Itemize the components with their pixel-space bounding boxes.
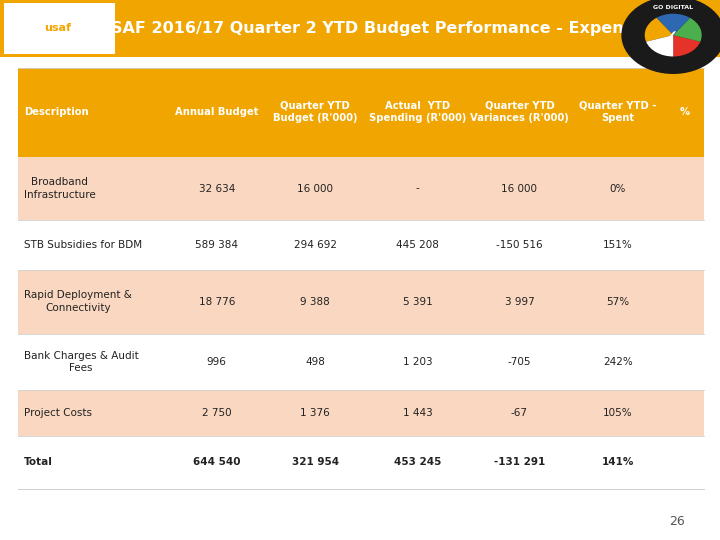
Text: 996: 996 [207, 357, 227, 367]
Wedge shape [657, 14, 690, 35]
Text: 1 443: 1 443 [402, 408, 432, 418]
Bar [0, 0, 720, 57]
Text: -705: -705 [508, 357, 531, 367]
Text: STB Subsidies for BDM: STB Subsidies for BDM [24, 240, 142, 250]
Wedge shape [673, 35, 701, 57]
Bar [18, 390, 704, 436]
Bar [18, 436, 704, 489]
Text: 453 245: 453 245 [394, 457, 441, 467]
Text: %: % [680, 107, 690, 117]
Text: GO DIGITAL: GO DIGITAL [653, 5, 693, 10]
Text: 589 384: 589 384 [195, 240, 238, 250]
Text: Description: Description [24, 107, 89, 117]
Text: 57%: 57% [606, 296, 629, 307]
Text: 16 000: 16 000 [501, 184, 537, 193]
Wedge shape [644, 18, 673, 42]
Text: -131 291: -131 291 [494, 457, 545, 467]
Text: 1 203: 1 203 [402, 357, 432, 367]
Text: USAF 2016/17 Quarter 2 YTD Budget Performance - Expenditure: USAF 2016/17 Quarter 2 YTD Budget Perfor… [99, 21, 679, 36]
Text: Quarter YTD
Budget (R'000): Quarter YTD Budget (R'000) [273, 100, 358, 124]
Bar [18, 157, 704, 220]
Text: 32 634: 32 634 [199, 184, 235, 193]
Text: 0%: 0% [610, 184, 626, 193]
Text: -150 516: -150 516 [496, 240, 543, 250]
Text: 3 997: 3 997 [505, 296, 534, 307]
Text: 26: 26 [669, 515, 685, 528]
Text: Project Costs: Project Costs [24, 408, 91, 418]
Text: -: - [415, 184, 419, 193]
Text: 5 391: 5 391 [402, 296, 432, 307]
Wedge shape [673, 18, 702, 42]
Text: 105%: 105% [603, 408, 633, 418]
Text: 1 376: 1 376 [300, 408, 330, 418]
Text: 16 000: 16 000 [297, 184, 333, 193]
Wedge shape [646, 35, 673, 57]
Text: 141%: 141% [602, 457, 634, 467]
Text: Actual  YTD
Spending (R'000): Actual YTD Spending (R'000) [369, 100, 466, 124]
Text: 2 750: 2 750 [202, 408, 232, 418]
Bar [18, 220, 704, 270]
Text: Quarter YTD
Variances (R'000): Quarter YTD Variances (R'000) [470, 100, 569, 124]
Text: Total: Total [24, 457, 53, 467]
Text: Bank Charges & Audit
Fees: Bank Charges & Audit Fees [24, 350, 138, 373]
Text: 294 692: 294 692 [294, 240, 337, 250]
Text: ✓: ✓ [660, 29, 679, 50]
Bar [18, 68, 704, 157]
Text: 498: 498 [305, 357, 325, 367]
Text: -67: -67 [511, 408, 528, 418]
Bar [18, 334, 704, 390]
Text: 242%: 242% [603, 357, 633, 367]
Text: 321 954: 321 954 [292, 457, 339, 467]
Bar [18, 270, 704, 334]
Text: 644 540: 644 540 [193, 457, 240, 467]
Text: Quarter YTD -
Spent: Quarter YTD - Spent [580, 100, 657, 124]
Bar [4, 3, 115, 54]
Circle shape [621, 0, 720, 74]
Text: Rapid Deployment &
Connectivity: Rapid Deployment & Connectivity [24, 291, 132, 313]
Text: 18 776: 18 776 [199, 296, 235, 307]
Text: 9 388: 9 388 [300, 296, 330, 307]
Text: 151%: 151% [603, 240, 633, 250]
Text: Annual Budget: Annual Budget [175, 107, 258, 117]
Text: usaf: usaf [44, 23, 71, 33]
Text: Broadband
Infrastructure: Broadband Infrastructure [24, 177, 96, 200]
Text: 445 208: 445 208 [396, 240, 438, 250]
